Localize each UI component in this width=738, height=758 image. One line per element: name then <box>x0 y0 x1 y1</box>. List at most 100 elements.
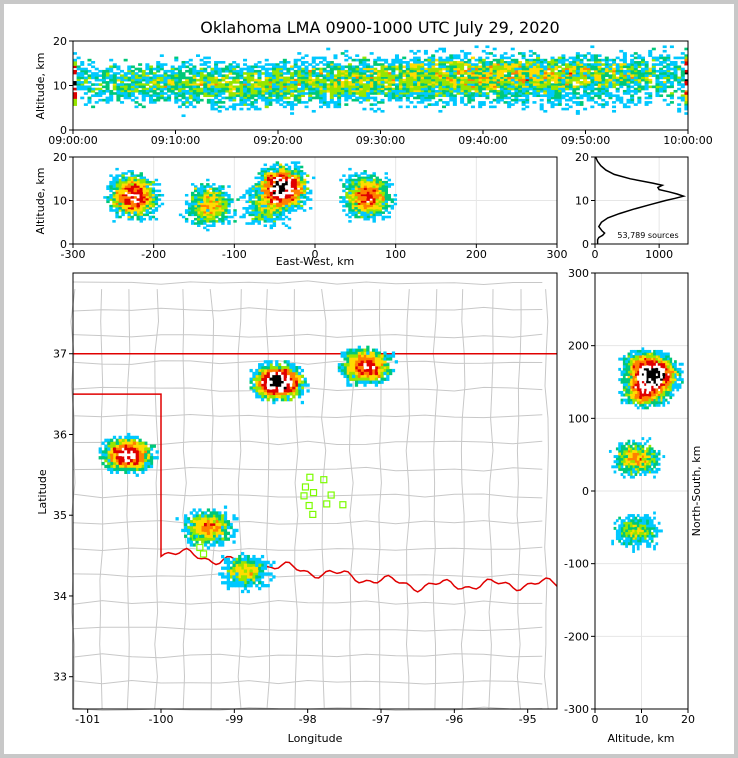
time-height-density-cell <box>120 78 125 82</box>
time-height-density-cell <box>308 63 313 66</box>
time-height-density-cell <box>148 89 153 93</box>
time-height-density-cell <box>329 96 334 100</box>
map-density-cell <box>263 386 267 390</box>
map-density-cell <box>357 348 361 352</box>
map-density-cell <box>155 450 159 454</box>
time-height-density-cell <box>666 103 671 106</box>
ew-height-density-cell <box>263 209 267 212</box>
ew-height-density-cell <box>260 198 264 201</box>
map-density-cell <box>203 514 208 518</box>
time-height-density-cell <box>192 98 197 102</box>
ew-height-density-cell <box>203 215 207 219</box>
ew-height-density-cell <box>224 209 228 212</box>
map-density-cell <box>129 459 134 463</box>
time-height-density-cell <box>181 94 186 98</box>
time-height-density-cell <box>517 52 522 55</box>
ew-height-density-cell <box>345 187 349 191</box>
ew-height-density-cell <box>190 204 195 208</box>
time-height-density-cell <box>630 58 635 62</box>
map-density-cell <box>377 354 381 358</box>
time-height-density-cell <box>167 85 172 89</box>
time-height-density-cell <box>478 67 483 71</box>
ew-height-density-cell <box>136 187 140 191</box>
ew-height-density-cell <box>197 209 201 212</box>
map-density-cell <box>104 464 108 469</box>
time-height-density-cell <box>246 103 251 106</box>
map-density-cell <box>289 363 293 367</box>
map-density-cell <box>118 438 122 442</box>
time-height-density-cell <box>311 78 316 82</box>
time-height-density-cell <box>333 105 338 109</box>
ew-height-density-cell <box>197 189 201 193</box>
ew-height-density-cell <box>133 204 137 208</box>
map-density-cell <box>363 374 367 379</box>
ew-height-density-cell <box>269 176 274 180</box>
map-density-cell <box>129 441 134 445</box>
time-height-density-cell <box>413 92 418 95</box>
time-height-density-cell <box>481 72 486 75</box>
map-density-cell <box>232 531 236 535</box>
time-height-density-cell <box>188 89 193 93</box>
time-height-density-cell <box>217 101 222 104</box>
time-height-density-cell <box>427 89 432 93</box>
ew-height-density-cell <box>260 189 264 193</box>
time-height-density-cell <box>369 74 374 78</box>
time-height-density-cell <box>550 78 555 82</box>
time-height-density-cell <box>601 72 606 75</box>
time-height-density-cell <box>467 76 472 80</box>
time-height-density-cell <box>293 63 298 66</box>
time-height-density-cell <box>640 76 645 80</box>
county-line <box>182 289 187 710</box>
time-height-density-cell <box>250 89 255 93</box>
map-density-cell <box>269 386 273 390</box>
time-height-density-cell <box>101 89 106 93</box>
map-density-cell <box>283 395 287 399</box>
time-height-density-cell <box>481 69 486 73</box>
time-height-density-cell <box>619 49 624 53</box>
ew-height-density-cell <box>206 196 210 199</box>
time-height-density-cell <box>344 49 349 53</box>
ew-height-density-cell <box>109 189 113 193</box>
time-height-density-cell <box>174 83 179 86</box>
ew-height-density-cell <box>197 191 201 195</box>
time-height-ytick-label: 10 <box>53 80 67 93</box>
time-height-density-cell <box>510 69 515 73</box>
time-height-density-cell <box>489 101 494 104</box>
time-height-density-cell <box>156 78 161 82</box>
time-height-density-cell <box>402 65 407 69</box>
ew-height-density-cell <box>148 215 153 219</box>
ew-height-density-cell <box>124 198 128 201</box>
map-density-cell <box>280 395 285 399</box>
ew-height-density-cell <box>348 200 352 204</box>
map-density-cell <box>269 374 273 379</box>
map-density-cell <box>127 435 131 440</box>
time-height-density-cell <box>351 69 356 73</box>
map-density-cell <box>369 371 373 376</box>
ew-height-density-cell <box>299 187 304 191</box>
time-height-density-cell <box>282 101 287 104</box>
map-density-cell <box>340 351 344 355</box>
time-height-density-cell <box>112 72 117 75</box>
map-density-cell <box>110 450 114 454</box>
ew-height-density-cell <box>257 220 261 223</box>
ew-height-density-cell <box>263 217 267 221</box>
ew-height-density-cell <box>151 204 156 208</box>
time-height-density-cell <box>543 76 548 80</box>
time-height-density-cell <box>340 72 345 75</box>
time-height-density-cell <box>662 61 667 64</box>
time-height-density-cell <box>586 94 591 98</box>
time-height-density-cell <box>677 78 682 82</box>
ew-height-density-cell <box>136 209 140 212</box>
time-height-density-cell <box>199 78 204 82</box>
map-density-cell <box>263 366 267 370</box>
time-height-density-cell <box>532 81 537 84</box>
ew-height-density-cell <box>151 193 156 197</box>
time-height-density-cell <box>510 78 515 82</box>
time-height-density-cell <box>268 96 273 100</box>
time-height-density-cell <box>210 87 215 91</box>
time-height-density-cell <box>239 83 244 86</box>
ew-height-density-cell <box>136 200 140 204</box>
time-height-density-cell <box>337 87 342 91</box>
map-density-cell <box>366 380 370 384</box>
map-density-cell <box>127 447 131 451</box>
